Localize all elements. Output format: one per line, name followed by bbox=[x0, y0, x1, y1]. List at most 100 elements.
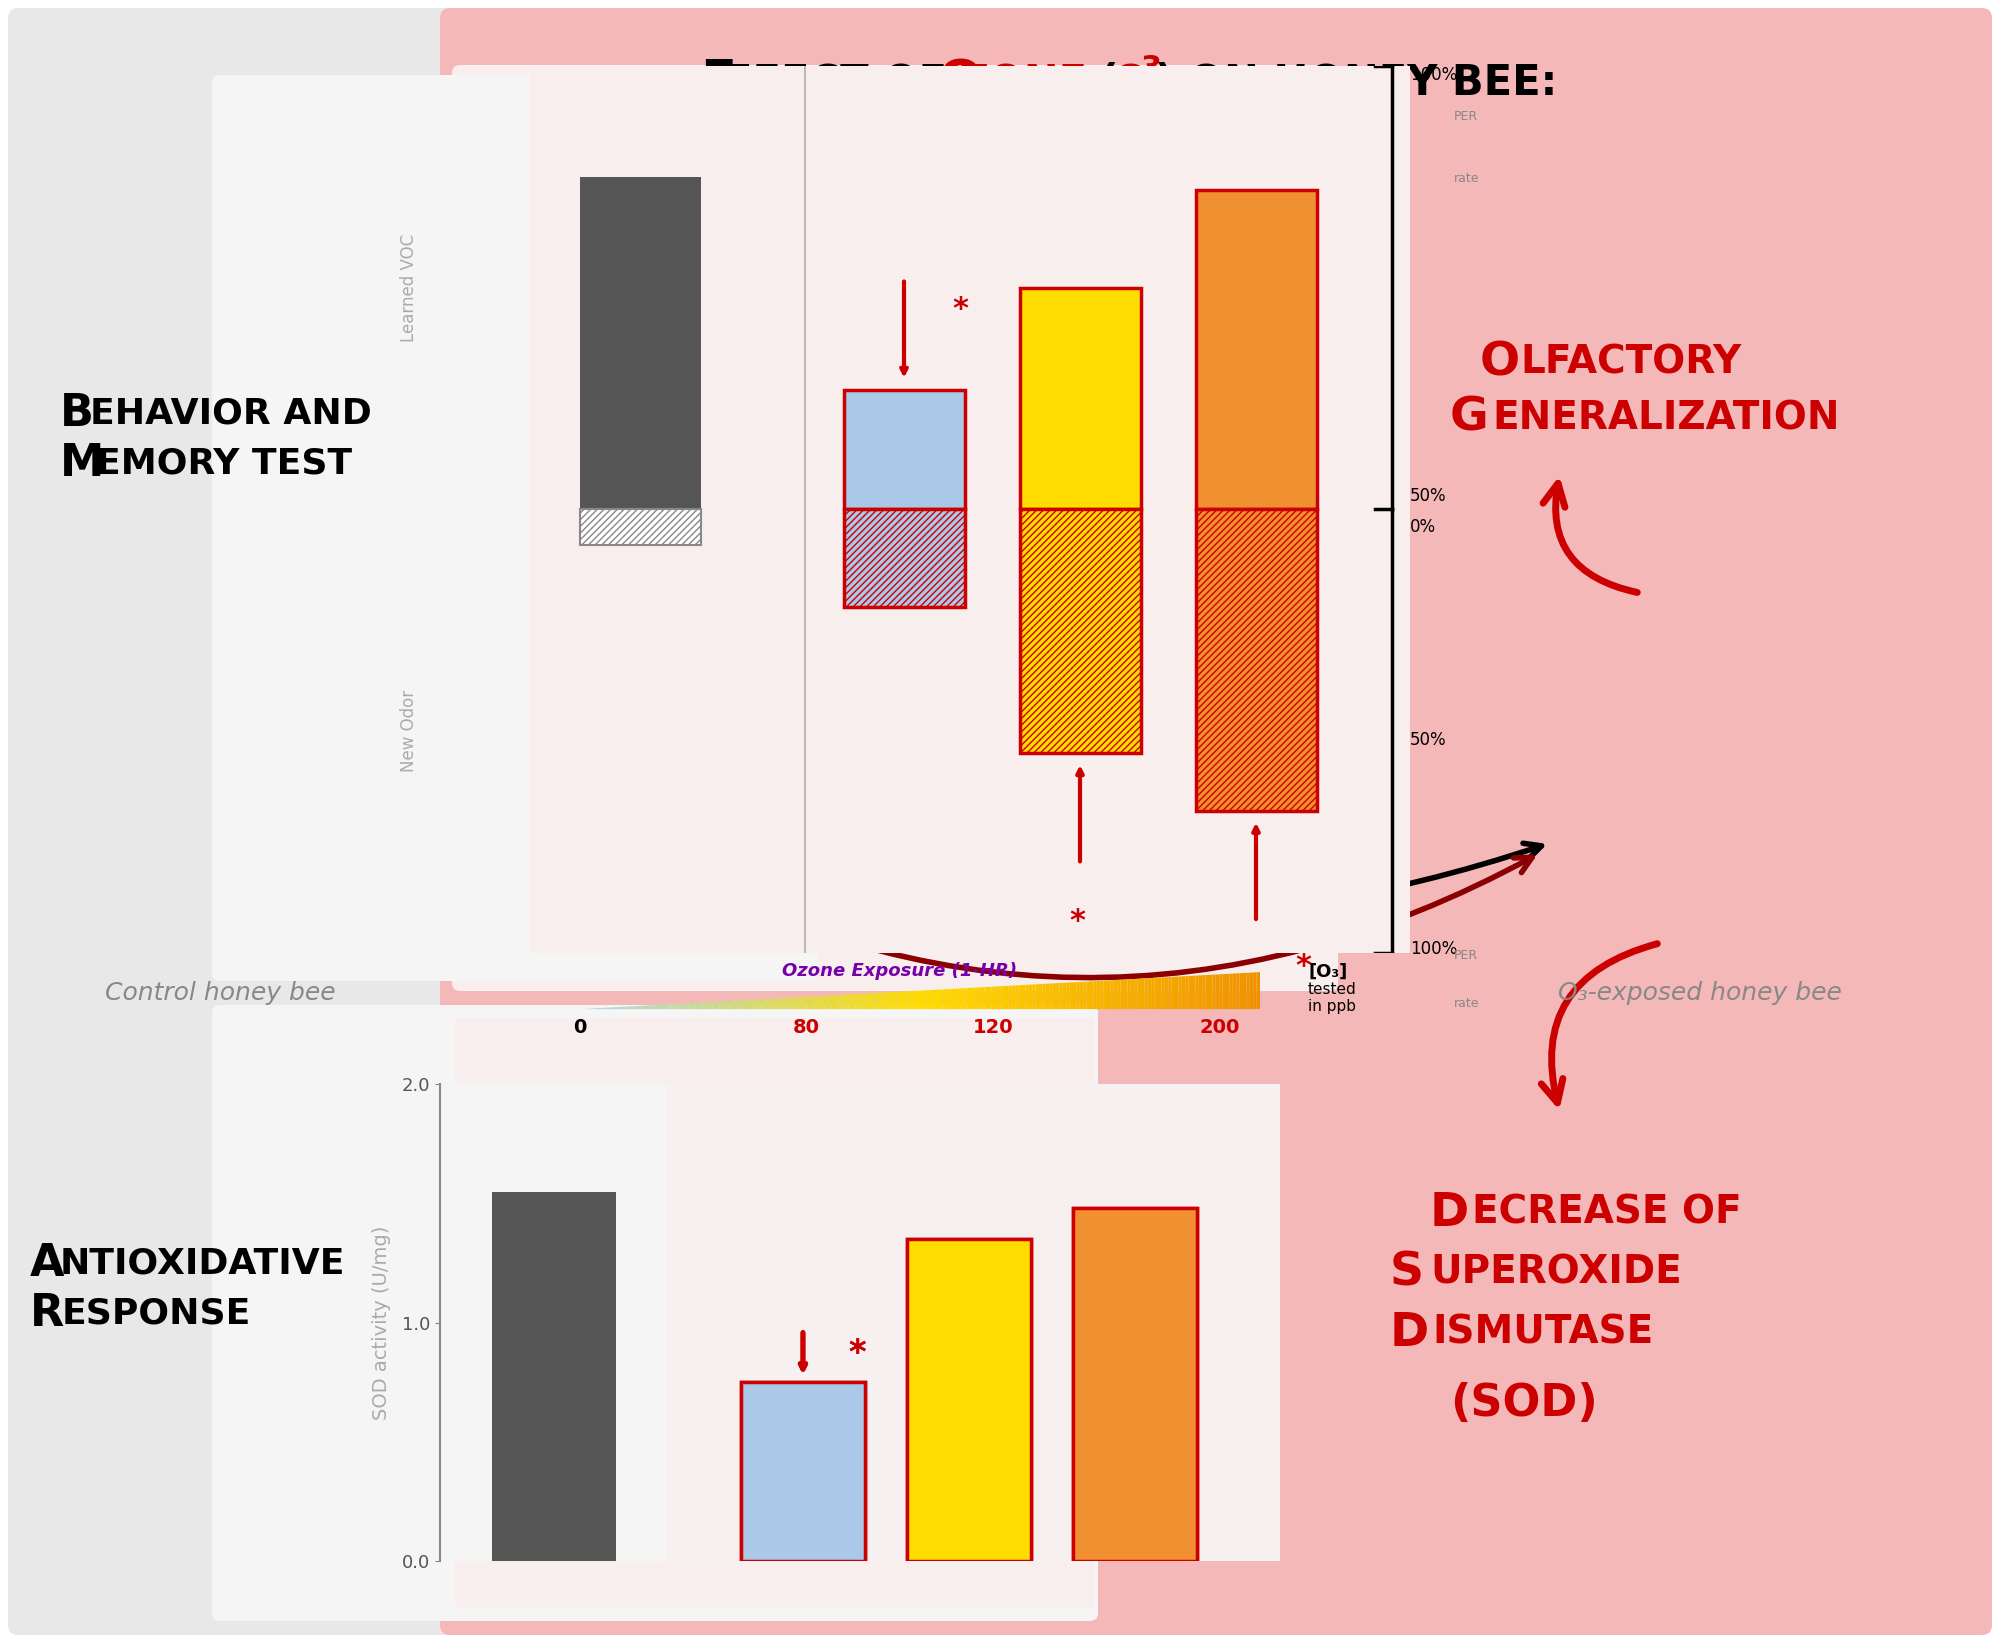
Polygon shape bbox=[1152, 978, 1154, 1009]
Polygon shape bbox=[1178, 976, 1182, 1009]
Polygon shape bbox=[1216, 974, 1220, 1009]
Polygon shape bbox=[848, 994, 852, 1009]
Polygon shape bbox=[638, 1006, 642, 1009]
Text: 200: 200 bbox=[1200, 1017, 1240, 1037]
Polygon shape bbox=[1182, 976, 1186, 1009]
Polygon shape bbox=[818, 996, 822, 1009]
Polygon shape bbox=[1062, 983, 1066, 1009]
Polygon shape bbox=[988, 987, 992, 1009]
Bar bbox=[580, 176, 700, 509]
Text: O: O bbox=[1112, 62, 1148, 104]
Polygon shape bbox=[1162, 978, 1164, 1009]
Text: tested: tested bbox=[1308, 983, 1356, 997]
Polygon shape bbox=[676, 1004, 678, 1009]
Polygon shape bbox=[800, 997, 804, 1009]
Polygon shape bbox=[658, 1004, 662, 1009]
Polygon shape bbox=[906, 991, 910, 1009]
Polygon shape bbox=[1232, 973, 1236, 1009]
Polygon shape bbox=[1196, 976, 1198, 1009]
Polygon shape bbox=[1236, 973, 1240, 1009]
Polygon shape bbox=[992, 986, 994, 1009]
Polygon shape bbox=[628, 1007, 632, 1009]
Polygon shape bbox=[972, 987, 974, 1009]
Polygon shape bbox=[608, 1007, 610, 1009]
Bar bbox=[1196, 191, 1316, 509]
Text: S: S bbox=[1390, 1250, 1424, 1295]
Polygon shape bbox=[668, 1004, 672, 1009]
Polygon shape bbox=[868, 994, 872, 1009]
Polygon shape bbox=[1250, 973, 1254, 1009]
Polygon shape bbox=[732, 1001, 736, 1009]
Polygon shape bbox=[618, 1007, 620, 1009]
Polygon shape bbox=[896, 992, 900, 1009]
Polygon shape bbox=[760, 999, 764, 1009]
Polygon shape bbox=[1212, 974, 1216, 1009]
Polygon shape bbox=[1028, 984, 1032, 1009]
Text: 3: 3 bbox=[1140, 54, 1162, 84]
Text: ECREASE OF: ECREASE OF bbox=[1472, 1194, 1742, 1232]
Polygon shape bbox=[1046, 984, 1050, 1009]
FancyBboxPatch shape bbox=[440, 8, 1992, 1635]
Polygon shape bbox=[614, 1007, 618, 1009]
Text: 120: 120 bbox=[972, 1017, 1014, 1037]
Text: (SOD): (SOD) bbox=[1450, 1382, 1598, 1424]
Polygon shape bbox=[794, 997, 798, 1009]
Polygon shape bbox=[920, 991, 924, 1009]
Polygon shape bbox=[852, 994, 856, 1009]
Text: Oxidative Stress: Oxidative Stress bbox=[972, 909, 1228, 937]
Text: 100%: 100% bbox=[1410, 66, 1458, 84]
Polygon shape bbox=[1070, 983, 1072, 1009]
Polygon shape bbox=[842, 994, 846, 1009]
Polygon shape bbox=[924, 991, 926, 1009]
Polygon shape bbox=[1066, 983, 1070, 1009]
Polygon shape bbox=[682, 1004, 686, 1009]
Text: *: * bbox=[1068, 907, 1084, 937]
FancyArrowPatch shape bbox=[1542, 943, 1658, 1102]
Polygon shape bbox=[642, 1006, 644, 1009]
Polygon shape bbox=[784, 997, 788, 1009]
Polygon shape bbox=[1100, 981, 1104, 1009]
Text: in ppb: in ppb bbox=[1308, 999, 1356, 1014]
Polygon shape bbox=[1052, 983, 1056, 1009]
Polygon shape bbox=[730, 1001, 732, 1009]
Polygon shape bbox=[768, 999, 770, 1009]
Polygon shape bbox=[958, 989, 960, 1009]
Text: 50%: 50% bbox=[1410, 486, 1446, 504]
Polygon shape bbox=[1188, 976, 1192, 1009]
Polygon shape bbox=[828, 996, 832, 1009]
Bar bbox=[1196, 509, 1316, 812]
Text: E: E bbox=[700, 58, 736, 108]
Polygon shape bbox=[832, 996, 836, 1009]
Polygon shape bbox=[838, 996, 842, 1009]
Polygon shape bbox=[1094, 981, 1096, 1009]
Polygon shape bbox=[1018, 986, 1022, 1009]
Polygon shape bbox=[1148, 978, 1152, 1009]
Polygon shape bbox=[824, 996, 828, 1009]
Text: O: O bbox=[920, 58, 984, 108]
Polygon shape bbox=[1164, 978, 1168, 1009]
Text: ZONE: ZONE bbox=[958, 62, 1088, 104]
Polygon shape bbox=[750, 999, 754, 1009]
Polygon shape bbox=[994, 986, 998, 1009]
Polygon shape bbox=[740, 1001, 744, 1009]
Polygon shape bbox=[746, 1001, 750, 1009]
Polygon shape bbox=[1206, 974, 1208, 1009]
Polygon shape bbox=[1172, 976, 1176, 1009]
Polygon shape bbox=[964, 987, 968, 1009]
Polygon shape bbox=[808, 997, 812, 1009]
Polygon shape bbox=[890, 992, 892, 1009]
Polygon shape bbox=[1060, 983, 1062, 1009]
FancyArrowPatch shape bbox=[1544, 483, 1638, 593]
Polygon shape bbox=[954, 989, 958, 1009]
Polygon shape bbox=[926, 991, 930, 1009]
Polygon shape bbox=[804, 997, 808, 1009]
Polygon shape bbox=[702, 1002, 706, 1009]
Polygon shape bbox=[1114, 979, 1118, 1009]
Polygon shape bbox=[1254, 973, 1256, 1009]
Polygon shape bbox=[1086, 981, 1090, 1009]
Bar bbox=[492, 1191, 616, 1561]
FancyArrowPatch shape bbox=[622, 845, 1532, 978]
Bar bbox=[740, 1382, 866, 1561]
Text: D: D bbox=[1390, 1311, 1430, 1355]
Polygon shape bbox=[634, 1006, 638, 1009]
